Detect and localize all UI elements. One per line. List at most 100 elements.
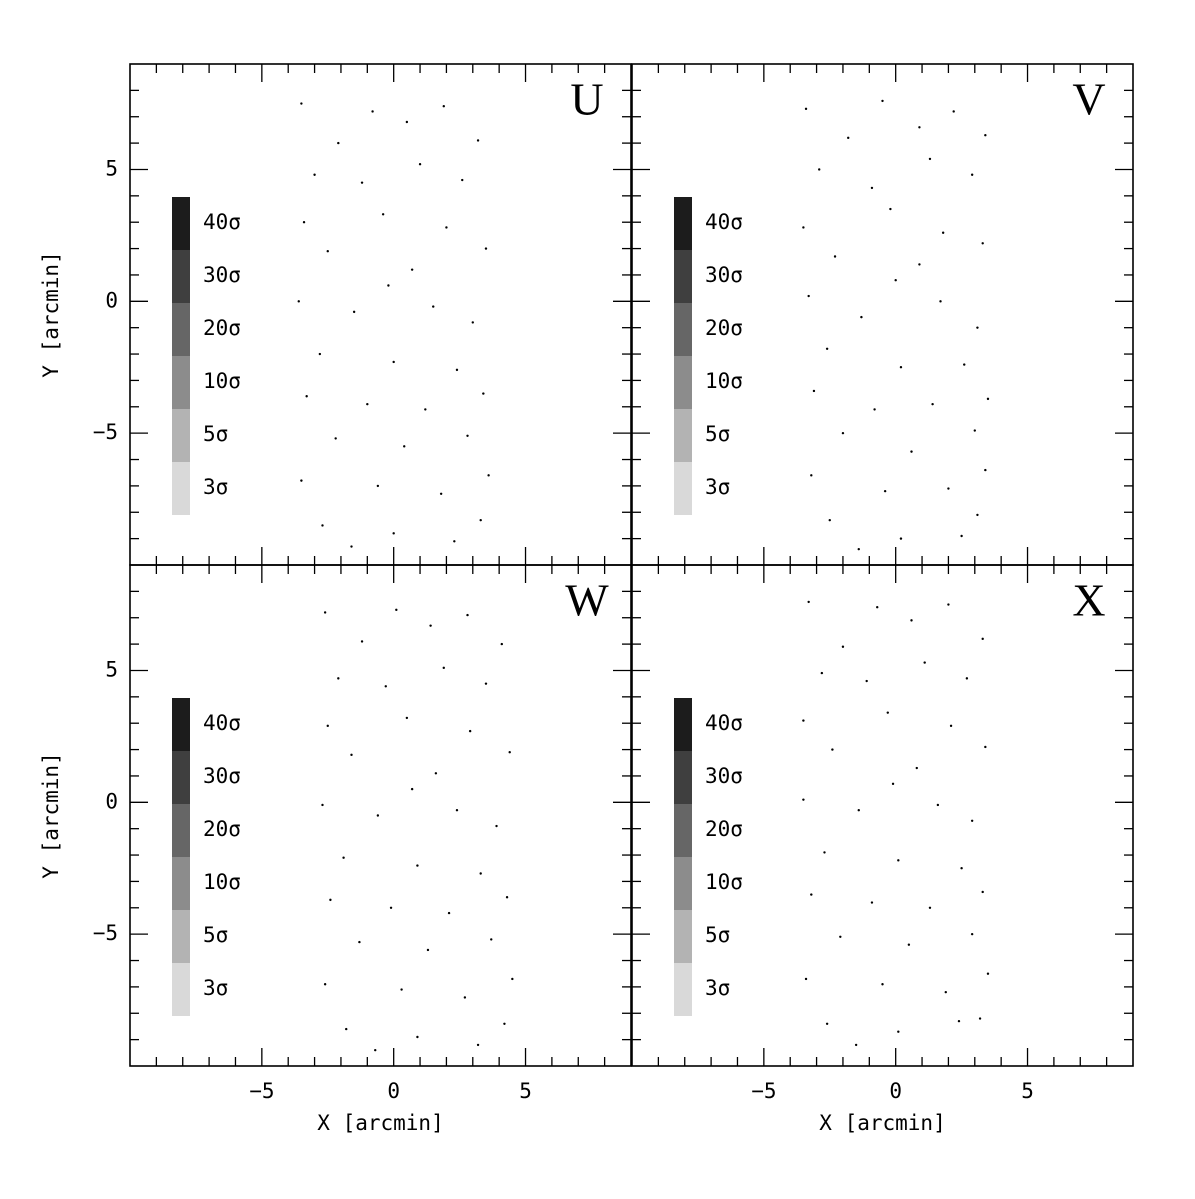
point [376,484,380,488]
point [476,1043,480,1047]
point [802,798,805,801]
point [482,392,485,395]
point [376,814,380,817]
point [468,729,472,733]
level-swatch [674,409,692,462]
point [323,983,327,986]
point [455,368,459,372]
level-swatch [172,804,190,857]
point [804,107,808,111]
level-swatch [674,303,692,356]
point [305,395,308,398]
point [918,263,921,266]
point [918,126,921,129]
level-label: 10σ [203,870,241,894]
x-axis-label: X [arcmin] [317,1111,443,1135]
level-label: 3σ [705,976,730,1000]
level-swatch [172,250,190,303]
point [350,545,353,548]
point [442,104,445,108]
point [508,751,511,754]
point [825,347,829,350]
point [981,242,984,245]
point [810,893,813,896]
point [936,803,940,807]
level-label: 20σ [203,316,241,340]
level-label: 20σ [705,316,743,340]
point [400,988,403,991]
point [505,896,509,899]
panel-letter: W [565,575,609,626]
point [807,294,810,298]
point [500,642,503,646]
point [941,231,945,234]
level-swatch [172,857,190,910]
point [300,102,303,105]
x-axis-label: X [arcmin] [819,1111,945,1135]
point [358,940,361,944]
x-tick-label: −5 [249,1079,274,1103]
y-tick-label: 0 [105,789,118,813]
point [857,547,860,551]
point [944,990,947,994]
point [897,859,900,862]
point [984,133,987,137]
point [881,99,884,103]
point [981,637,984,641]
point [352,310,356,314]
level-label: 20σ [203,817,241,841]
level-label: 5σ [203,923,228,947]
point [886,711,889,714]
point [984,468,987,472]
point [471,321,474,324]
point [986,972,990,975]
point [947,487,950,490]
point [899,537,903,540]
point [970,932,974,936]
point [392,532,395,535]
point [461,178,464,182]
point [426,948,430,952]
point [326,250,329,253]
point [865,679,868,683]
point [899,366,903,369]
point [973,429,976,432]
point [416,864,419,867]
point [981,890,984,894]
level-label: 40σ [705,711,743,735]
point [870,186,874,190]
point [854,1043,858,1047]
level-swatch [172,963,190,1016]
point [881,983,884,986]
point [337,141,340,145]
point [907,943,911,946]
level-swatch [674,963,692,1016]
x-tick-label: 5 [519,1079,532,1103]
level-label: 30σ [705,764,743,788]
point [503,1022,506,1026]
point [424,408,427,411]
point [949,724,953,728]
point [825,1022,829,1026]
point [807,600,810,604]
point [820,671,824,675]
point [345,1027,348,1031]
level-label: 5σ [705,422,730,446]
level-swatch [172,197,190,250]
point [405,716,409,720]
point [873,408,876,411]
level-swatch [172,698,190,751]
point [476,139,480,142]
point [984,745,987,749]
point [870,901,874,904]
point [297,300,300,303]
point [342,856,345,859]
point [928,157,932,161]
point [965,677,969,680]
y-tick-label: −5 [93,420,118,444]
y-axis-label: Y [arcmin] [39,752,63,878]
point [410,787,414,791]
point [490,938,493,941]
point [442,666,445,670]
